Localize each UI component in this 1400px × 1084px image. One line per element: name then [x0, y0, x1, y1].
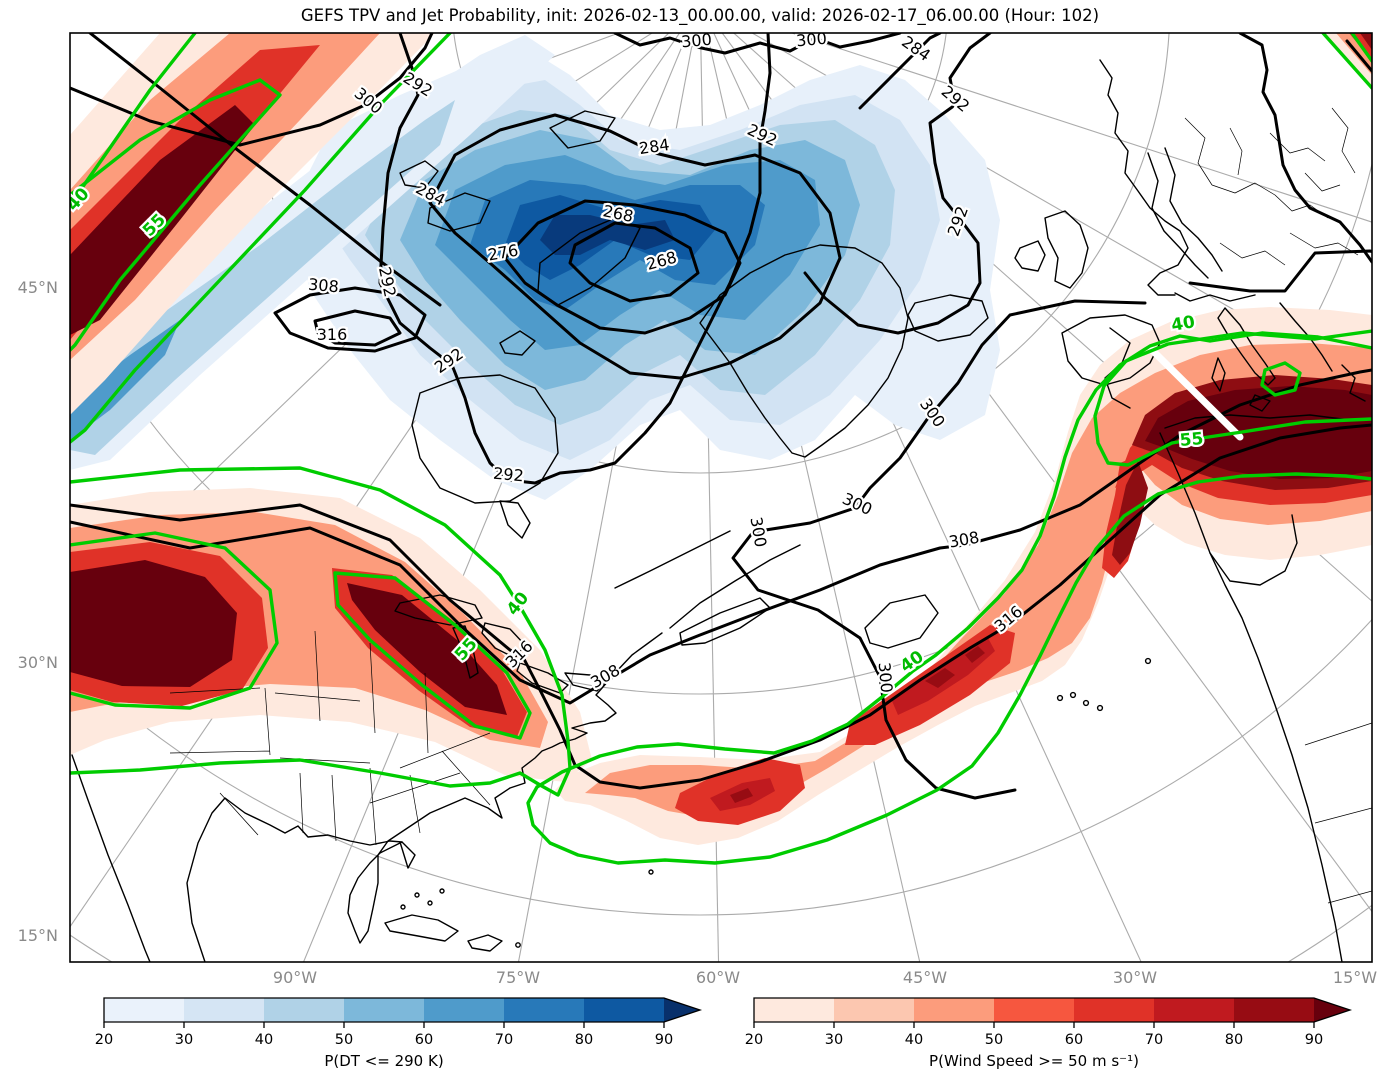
- figure-title: GEFS TPV and Jet Probability, init: 2026…: [300, 6, 1100, 25]
- colorbar-tick: 80: [575, 1032, 593, 1048]
- lat-tick-label: 45°N: [18, 278, 58, 297]
- black-dt-contours: [70, 33, 1372, 800]
- colorbar-blue-label: P(DT <= 290 K): [324, 1052, 443, 1070]
- contour-label: 300: [875, 661, 897, 693]
- contour-label: 308: [947, 528, 980, 552]
- colorbar-extend-arrow: [664, 998, 700, 1022]
- contour-label: 40: [1170, 312, 1197, 336]
- colorbar-red-label: P(Wind Speed >= 50 m s⁻¹): [929, 1052, 1139, 1070]
- map-frame: [69, 32, 1373, 963]
- colorbar-blue: 20 30 40 50 60 70 80 90 P(DT <= 290 K): [95, 997, 703, 1070]
- white-seam-line: [1148, 346, 1244, 441]
- contour-label: 300: [680, 30, 712, 52]
- contour-label: 308: [307, 275, 339, 297]
- colorbar-tick: 90: [1305, 1032, 1323, 1048]
- lon-tick-label: 15°W: [1333, 968, 1377, 987]
- colorbar-tick: 70: [495, 1032, 513, 1048]
- lat-tick-label: 15°N: [18, 926, 58, 945]
- colorbar-tick: 60: [415, 1032, 433, 1048]
- contour-label: 292: [492, 464, 524, 486]
- contour-label: 55: [1179, 429, 1204, 451]
- contour-label: 300: [795, 29, 827, 51]
- colorbar-tick: 40: [905, 1032, 923, 1048]
- colorbar-tick: 30: [175, 1032, 193, 1048]
- green-jet-contours: [70, 33, 1372, 865]
- colorbar-tick: 80: [1225, 1032, 1243, 1048]
- colorbar-tick: 70: [1145, 1032, 1163, 1048]
- colorbar-tick: 20: [745, 1032, 763, 1048]
- contour-label: 292: [938, 82, 974, 116]
- colorbar-tick: 40: [255, 1032, 273, 1048]
- axis-labels: 45°N 30°N 15°N 90°W 75°W 60°W 45°W 30°W …: [18, 278, 1378, 987]
- lat-tick-label: 30°N: [18, 653, 58, 672]
- contour-label: 40: [503, 588, 533, 619]
- coastlines: [71, 59, 1372, 962]
- lon-tick-label: 75°W: [496, 968, 540, 987]
- political-borders: [169, 107, 1372, 904]
- lon-tick-label: 90°W: [273, 968, 317, 987]
- contour-label: 300: [746, 515, 770, 548]
- colorbar-tick: 60: [1065, 1032, 1083, 1048]
- lon-tick-label: 30°W: [1113, 968, 1157, 987]
- lon-tick-label: 60°W: [696, 968, 740, 987]
- colorbar-tick: 50: [985, 1032, 1003, 1048]
- contour-label: 316: [317, 325, 348, 344]
- colorbar-red: 20 30 40 50 60 70 80 90 P(Wind Speed >= …: [745, 997, 1353, 1070]
- colorbar-tick: 20: [95, 1032, 113, 1048]
- colorbars: 20 30 40 50 60 70 80 90 P(DT <= 290 K) 2…: [95, 997, 1353, 1070]
- colorbar-tick: 30: [825, 1032, 843, 1048]
- lon-tick-label: 45°W: [903, 968, 947, 987]
- contour-label: 300: [839, 489, 875, 519]
- colorbar-extend-arrow: [1314, 998, 1350, 1022]
- contour-label: 284: [898, 32, 934, 65]
- map-canvas: 300 292 284 292 308 316 292 292 276 268 …: [18, 30, 1377, 987]
- colorbar-tick: 50: [335, 1032, 353, 1048]
- colorbar-tick: 90: [655, 1032, 673, 1048]
